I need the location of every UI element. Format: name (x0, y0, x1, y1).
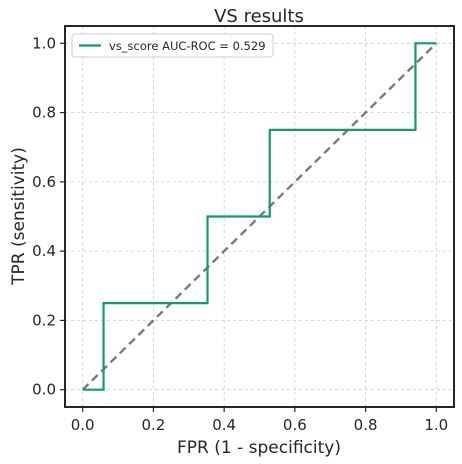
legend: vs_score AUC-ROC = 0.529 (71, 33, 274, 58)
x-tick-label: 0.0 (71, 416, 95, 434)
y-tick-label: 1.0 (32, 34, 56, 52)
series-layer (81, 42, 438, 391)
x-tick-label: 0.8 (354, 416, 378, 434)
legend-label-vs-score: vs_score AUC-ROC = 0.529 (109, 39, 266, 53)
legend-box (71, 33, 274, 58)
y-tick-label: 0.2 (32, 311, 56, 329)
x-axis-ticks: 0.0 0.2 0.4 0.6 0.8 1.0 (71, 407, 448, 434)
y-tick-label: 0.8 (32, 104, 56, 122)
y-tick-label: 0.0 (32, 381, 56, 399)
x-axis-label: FPR (1 - specificity) (177, 438, 341, 458)
x-tick-label: 0.6 (283, 416, 307, 434)
y-tick-label: 0.6 (32, 173, 56, 191)
y-axis-ticks: 0.0 0.2 0.4 0.6 0.8 1.0 (32, 34, 65, 399)
x-tick-label: 1.0 (424, 416, 448, 434)
roc-curve-vs-score (82, 42, 437, 391)
x-tick-label: 0.4 (212, 416, 236, 434)
chart-title: VS results (214, 6, 304, 27)
plot-frame (64, 25, 455, 408)
x-tick-label: 0.2 (141, 416, 165, 434)
y-axis-label: TPR (sensitivity) (9, 147, 29, 286)
y-tick-label: 0.4 (32, 242, 56, 260)
